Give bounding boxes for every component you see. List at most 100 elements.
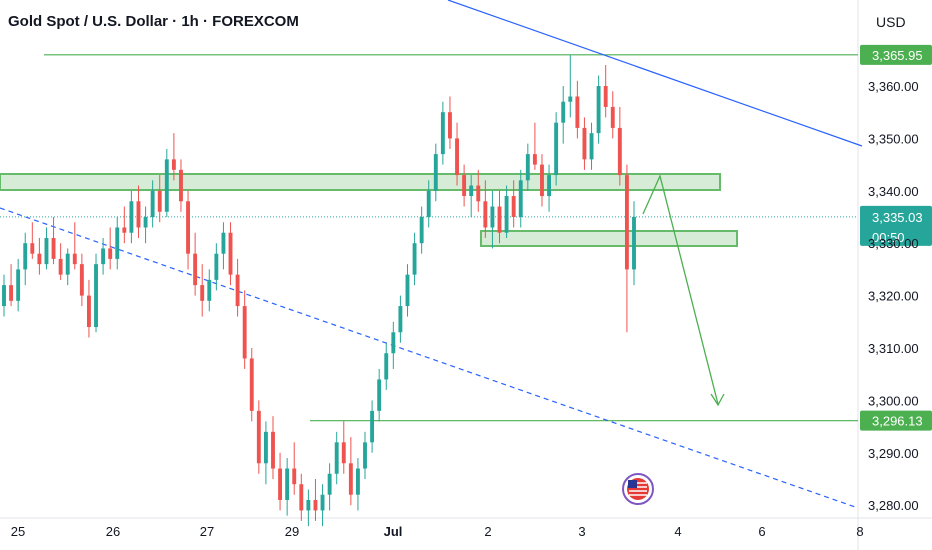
candle-body <box>448 112 452 139</box>
candle-body <box>249 358 254 411</box>
candle-body <box>79 264 84 296</box>
candle-body <box>58 258 63 275</box>
y-tick-label: 3,290.00 <box>868 446 919 461</box>
support-zone <box>480 230 738 247</box>
candle-body <box>603 86 608 107</box>
candle-body <box>617 127 622 176</box>
candle-body <box>624 175 629 270</box>
candle-body <box>419 217 424 244</box>
candle-body <box>263 431 268 464</box>
candle-body <box>561 101 566 123</box>
y-tick-label: 3,330.00 <box>868 236 919 251</box>
candle-body <box>412 243 417 275</box>
candle-body <box>377 379 382 411</box>
candle-body <box>476 185 481 202</box>
price-tag <box>860 44 932 65</box>
price-tag-countdown: 00:50 <box>872 230 905 245</box>
projection-path <box>642 174 719 405</box>
candle-body <box>115 227 120 259</box>
candle-body <box>9 285 14 301</box>
candle-body <box>632 217 636 270</box>
candle-body <box>143 217 148 228</box>
candle-body <box>391 332 396 354</box>
candle-body <box>596 86 601 134</box>
candle-body <box>171 159 176 170</box>
candle-body <box>363 442 367 469</box>
price-tag-label: 3,365.95 <box>872 48 923 63</box>
y-tick-label: 3,320.00 <box>868 289 919 304</box>
candle-body <box>164 159 169 212</box>
candle-body <box>235 274 240 307</box>
candle-body <box>157 190 162 212</box>
candle-body <box>483 201 488 228</box>
y-tick-label: 3,350.00 <box>868 131 919 146</box>
candle-body <box>37 253 42 265</box>
us-flag-event-icon <box>622 473 654 505</box>
candle-body <box>129 201 134 233</box>
candle-body <box>455 138 459 176</box>
candle-body <box>575 96 580 128</box>
candle-body <box>440 112 445 155</box>
candle-body <box>30 243 35 254</box>
y-tick-label: 3,280.00 <box>868 498 919 513</box>
candle-body <box>405 274 410 307</box>
flag-canton <box>628 480 637 488</box>
price-tag <box>860 205 932 246</box>
candle-body <box>292 468 297 485</box>
x-tick-label: 29 <box>285 524 299 539</box>
y-tick-label: 3,340.00 <box>868 184 919 199</box>
candles-layer <box>2 54 636 527</box>
projection-arrow-head <box>710 393 725 407</box>
candle-body <box>285 468 290 500</box>
candle-body <box>136 201 141 228</box>
annotations-layer <box>0 0 863 509</box>
x-tick-label: 3 <box>578 524 585 539</box>
dashed-channel-line <box>0 207 859 509</box>
y-tick-label: 3,300.00 <box>868 393 919 408</box>
candle-body <box>16 269 21 301</box>
candle-body <box>554 122 559 176</box>
candle-body <box>214 253 219 280</box>
candle-body <box>193 253 198 286</box>
candle-body <box>179 169 183 202</box>
candle-body <box>271 431 275 469</box>
overlay-layer: 3,365.95 3,335.03 00:50 3,296.13 <box>622 44 932 505</box>
candle-body <box>433 154 438 191</box>
candle-body <box>320 494 325 511</box>
x-tick-label: 2 <box>484 524 491 539</box>
resistance-zone <box>0 173 721 191</box>
candle-body <box>540 164 544 197</box>
candle-body <box>426 190 431 217</box>
y-tick-label: 3,360.00 <box>868 79 919 94</box>
candle-body <box>200 285 205 301</box>
candle-body <box>122 227 127 233</box>
candle-body <box>86 295 91 328</box>
time-axis[interactable]: 25 26 27 29 Jul 2 3 4 6 8 <box>11 524 864 539</box>
chart-title: Gold Spot / U.S. Dollar · 1h · FOREXCOM <box>8 13 299 30</box>
candle-body <box>610 106 615 128</box>
price-tag <box>860 410 932 431</box>
candle-body <box>221 232 226 254</box>
price-axis[interactable]: 3,360.00 3,350.00 3,340.00 3,330.00 3,320.00… <box>868 79 919 513</box>
currency-label[interactable]: USD <box>876 14 906 30</box>
candle-body <box>398 306 403 333</box>
candle-body <box>582 127 587 160</box>
candle-body <box>306 499 311 511</box>
candle-body <box>568 96 573 102</box>
x-tick-label: 4 <box>674 524 681 539</box>
candle-body <box>2 285 6 307</box>
candle-body <box>51 237 56 259</box>
candle-body <box>518 180 523 217</box>
candle-body <box>72 253 77 265</box>
candle-body <box>525 154 530 181</box>
candle-body <box>327 473 332 495</box>
candle-body <box>256 410 261 464</box>
candle-body <box>469 185 474 197</box>
candle-body <box>278 468 283 500</box>
candle-body <box>101 248 106 265</box>
candle-body <box>186 201 190 254</box>
x-tick-label: 27 <box>200 524 214 539</box>
candle-body <box>44 237 49 265</box>
